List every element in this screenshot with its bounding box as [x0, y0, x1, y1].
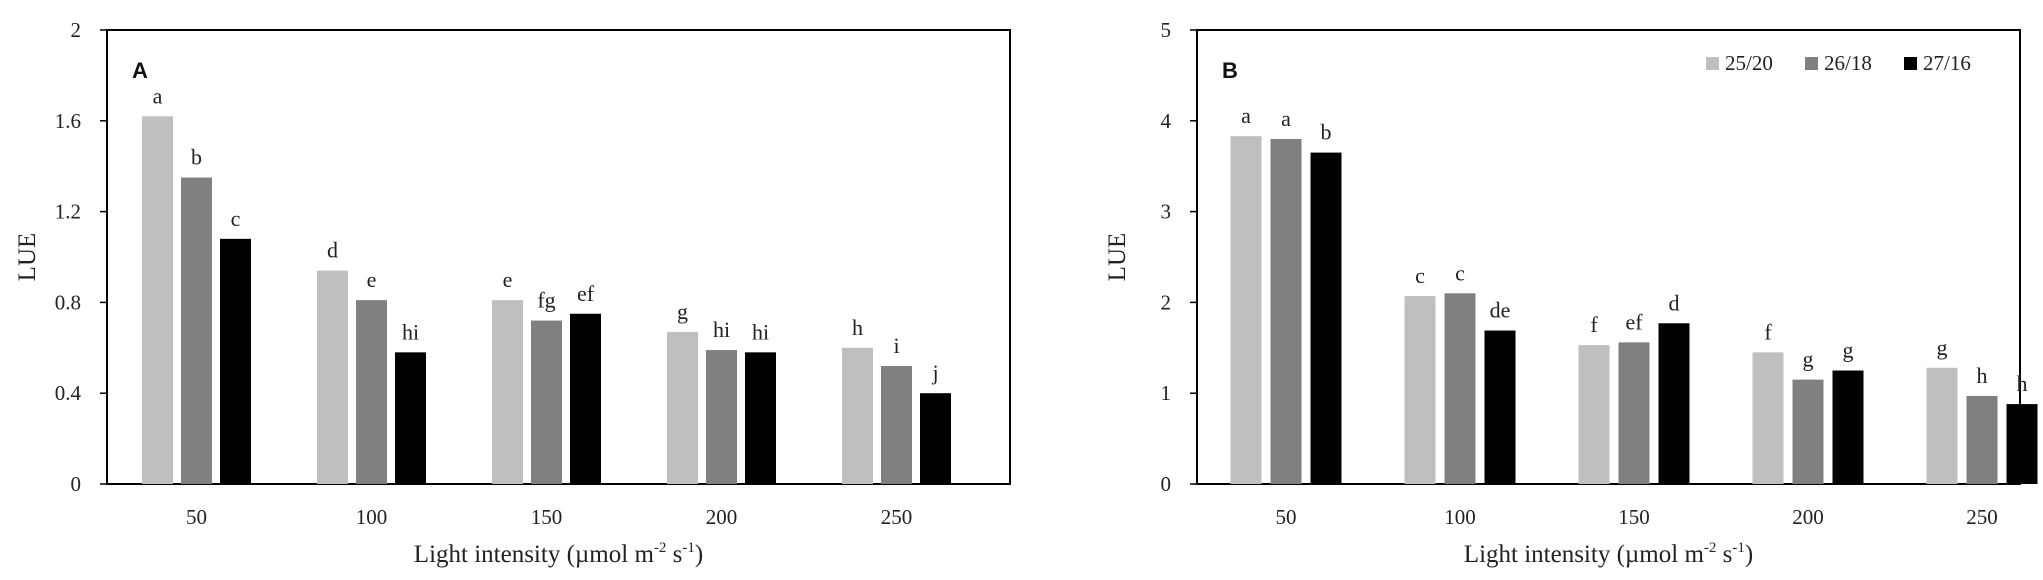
significance-letter: f — [1590, 312, 1598, 337]
x-tick-label: 50 — [1276, 505, 1297, 529]
bar — [706, 350, 737, 484]
bar — [220, 238, 251, 484]
bar — [667, 331, 698, 484]
y-tick-label: 4 — [1161, 109, 1172, 133]
y-axis-label: LUE — [14, 233, 41, 282]
bar — [920, 393, 951, 484]
x-tick-label: 50 — [186, 505, 207, 529]
significance-letter: hi — [752, 319, 769, 344]
y-tick-label: 2 — [71, 18, 82, 42]
bar — [1230, 136, 1262, 484]
bar — [881, 365, 912, 484]
significance-letter: hi — [402, 319, 419, 344]
significance-letter: fg — [537, 288, 555, 313]
significance-letter: hi — [713, 317, 730, 342]
significance-letter: g — [1937, 335, 1948, 360]
significance-letter: ef — [1625, 309, 1643, 334]
legend: 25/20 26/18 27/16 — [1706, 51, 1971, 75]
significance-letter: ef — [577, 281, 595, 306]
bar — [492, 300, 523, 484]
x-tick-label: 250 — [881, 505, 913, 529]
panel-label: B — [1222, 58, 1238, 83]
significance-letter: g — [1803, 347, 1814, 372]
y-tick-label: 0 — [1161, 472, 1172, 496]
bar — [1404, 296, 1436, 484]
significance-letter: f — [1764, 319, 1772, 344]
bar — [1966, 395, 1998, 484]
y-tick-label: 0 — [71, 472, 82, 496]
y-tick-label: 1.2 — [55, 200, 81, 224]
y-tick-label: 2 — [1161, 290, 1172, 314]
significance-letter: a — [1281, 106, 1291, 131]
bar — [317, 270, 348, 484]
y-tick-label: 3 — [1161, 200, 1172, 224]
significance-letter: e — [503, 267, 513, 292]
x-tick-label: 150 — [1618, 505, 1650, 529]
bar — [1484, 330, 1516, 484]
x-tick-label: 150 — [531, 505, 563, 529]
bar — [1832, 370, 1864, 484]
bar — [142, 116, 173, 484]
significance-letter: h — [2017, 371, 2028, 396]
significance-letter: e — [367, 267, 377, 292]
bar — [395, 352, 426, 484]
y-tick-label: 1 — [1161, 381, 1172, 405]
bar — [1926, 367, 1958, 484]
x-tick-label: 100 — [356, 505, 388, 529]
x-tick-label: 100 — [1444, 505, 1476, 529]
significance-letter: h — [1977, 363, 1988, 388]
x-axis-label: Light intensity (µmol m-2 s-1) — [414, 540, 703, 568]
significance-letter: a — [1241, 103, 1251, 128]
significance-letter: a — [153, 83, 163, 108]
panel-label: A — [132, 58, 148, 83]
significance-letter: j — [931, 360, 938, 385]
legend-swatch — [1904, 57, 1917, 70]
x-axis-label: Light intensity (µmol m-2 s-1) — [1464, 540, 1753, 568]
bar — [1310, 152, 1342, 484]
legend-swatch — [1706, 57, 1719, 70]
legend-label: 26/18 — [1824, 51, 1872, 75]
significance-letter: c — [231, 206, 241, 231]
significance-letter: c — [1455, 260, 1465, 285]
y-tick-label: 5 — [1161, 18, 1172, 42]
legend-swatch — [1805, 57, 1818, 70]
legend-label: 25/20 — [1725, 51, 1773, 75]
legend-label: 27/16 — [1923, 51, 1971, 75]
significance-letter: b — [191, 145, 202, 170]
significance-letter: g — [677, 299, 688, 324]
bar — [356, 300, 387, 484]
bar — [1752, 352, 1784, 484]
x-tick-label: 200 — [706, 505, 738, 529]
bar — [1792, 379, 1824, 484]
significance-letter: d — [327, 238, 338, 263]
bar — [1578, 345, 1610, 484]
significance-letter: h — [852, 315, 863, 340]
significance-letter: b — [1321, 120, 1332, 145]
y-axis-label: LUE — [1104, 233, 1131, 282]
bar — [745, 352, 776, 484]
y-tick-label: 1.6 — [55, 109, 81, 133]
y-tick-label: 0.4 — [55, 381, 82, 405]
y-tick-label: 0.8 — [55, 290, 81, 314]
bar — [181, 177, 212, 485]
significance-letter: i — [893, 333, 899, 358]
significance-letter: g — [1843, 338, 1854, 363]
significance-letter: c — [1415, 263, 1425, 288]
x-tick-label: 200 — [1792, 505, 1824, 529]
bar — [531, 320, 562, 484]
significance-letter: de — [1490, 298, 1511, 323]
bar — [842, 347, 873, 484]
significance-letter: d — [1669, 290, 1680, 315]
bar — [1270, 138, 1302, 484]
bar — [570, 313, 601, 484]
bar — [1444, 293, 1476, 484]
bar — [1658, 323, 1690, 484]
bar — [2006, 404, 2038, 484]
x-tick-label: 250 — [1966, 505, 1998, 529]
bar — [1618, 342, 1650, 484]
